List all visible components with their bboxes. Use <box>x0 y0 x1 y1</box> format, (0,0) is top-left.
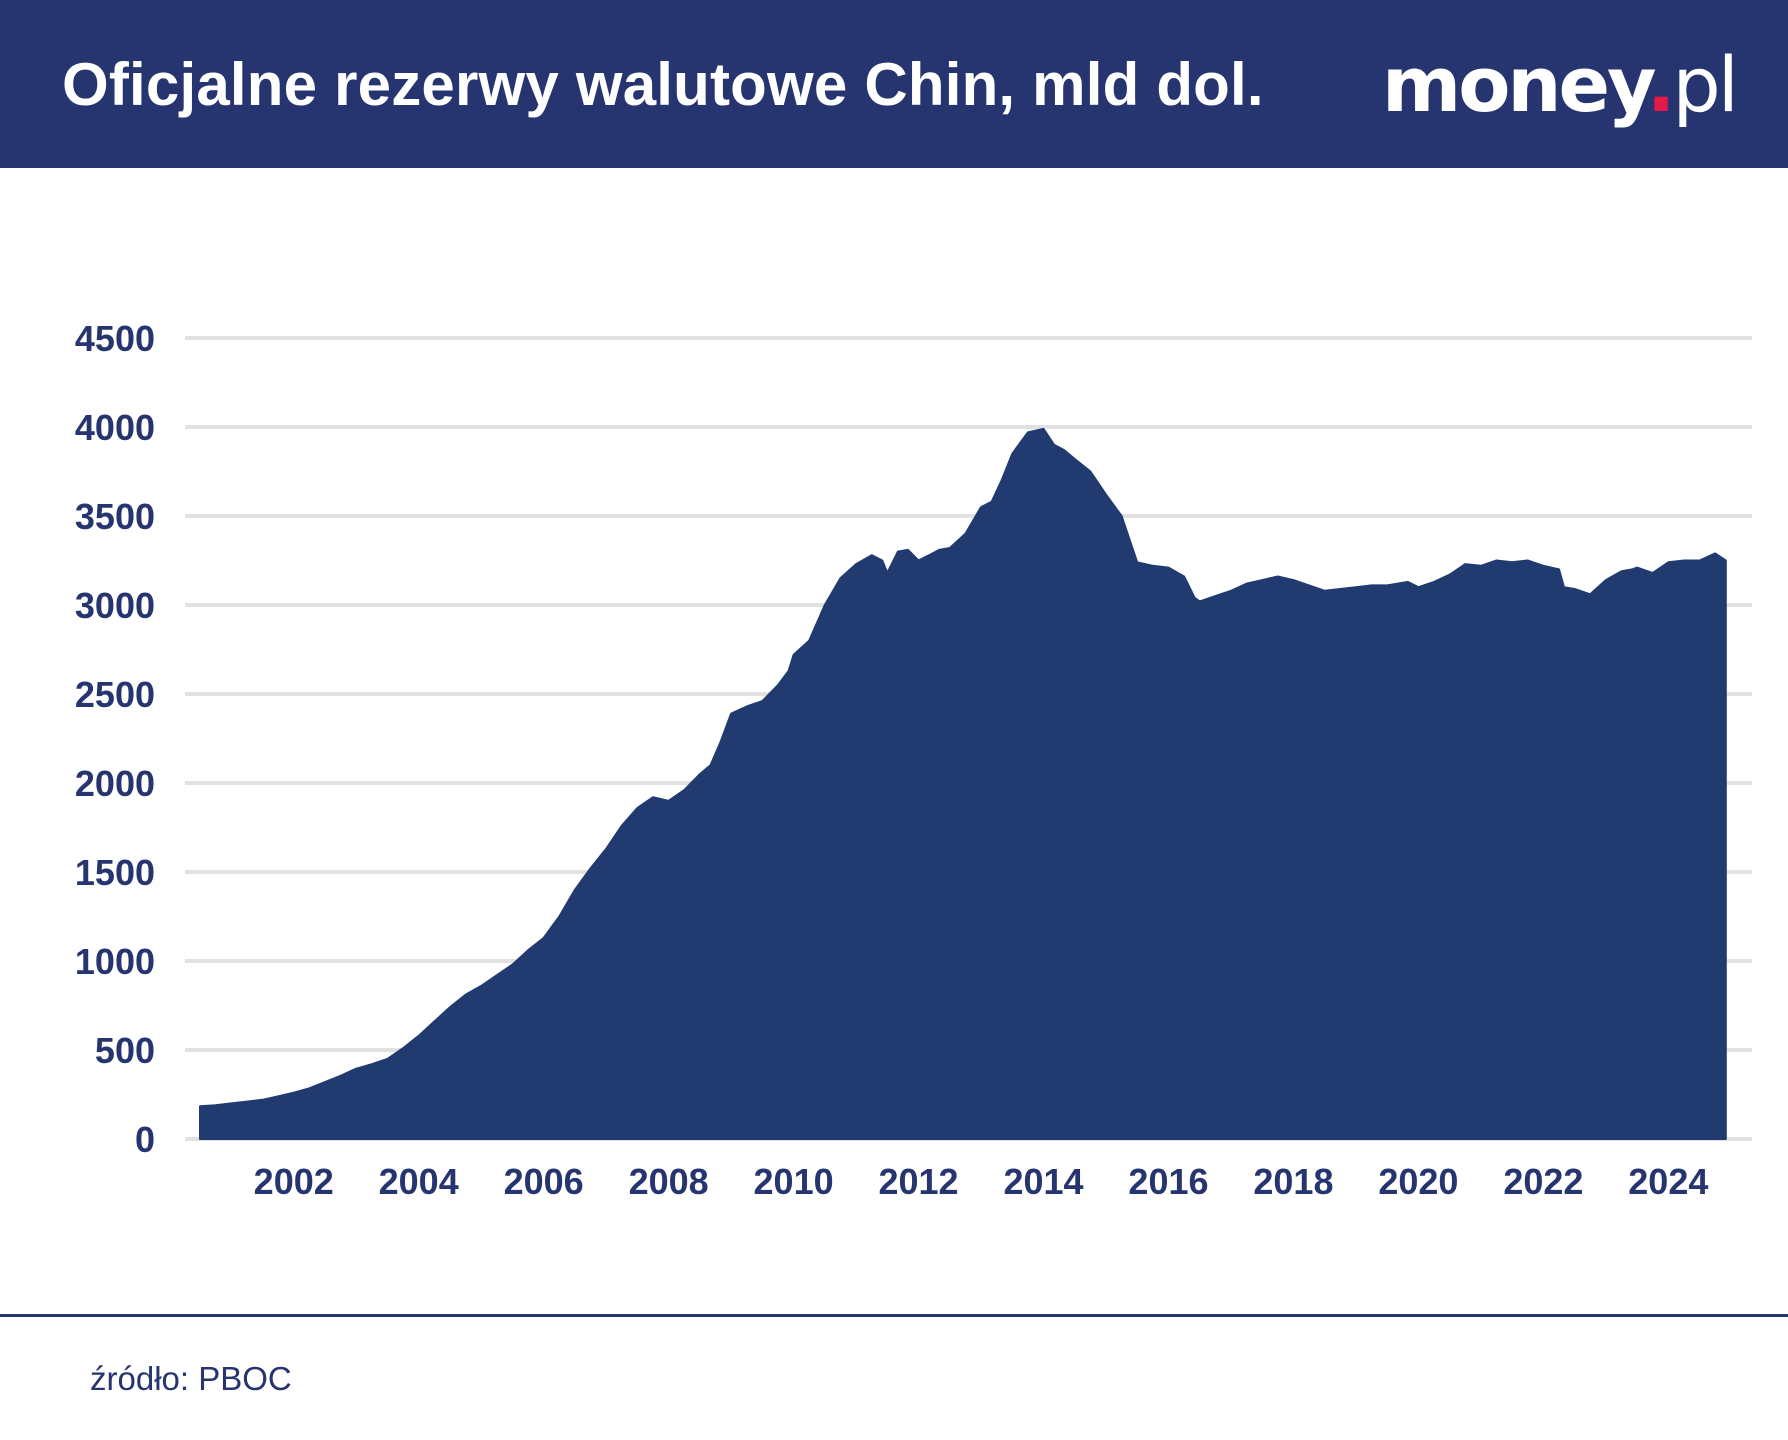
logo-main: money <box>1382 40 1650 129</box>
x-axis-ticks: 2002 2004 2006 2008 2010 2012 2014 2016 2018 2020… <box>254 1161 1709 1202</box>
logo-dot: . <box>1646 40 1676 129</box>
reserves-area-chart: 0 500 1000 1500 2000 2500 3000 3500 4000 4500 200… <box>75 318 1752 1202</box>
reserves-area <box>199 427 1727 1140</box>
area-layer <box>199 427 1727 1140</box>
x-tick-label: 2024 <box>1628 1161 1708 1202</box>
y-tick-label: 4000 <box>75 407 155 448</box>
x-tick-label: 2022 <box>1503 1161 1583 1202</box>
header-bar: Oficjalne rezerwy walutowe Chin, mld dol… <box>0 0 1788 168</box>
chart-title: Oficjalne rezerwy walutowe Chin, mld dol… <box>62 51 1264 118</box>
x-tick-label: 2012 <box>878 1161 958 1202</box>
x-tick-label: 2020 <box>1378 1161 1458 1202</box>
y-tick-label: 500 <box>95 1030 155 1071</box>
source-note: źródło: PBOC <box>90 1360 292 1397</box>
y-tick-label: 1500 <box>75 852 155 893</box>
logo-suffix: pl <box>1672 40 1739 129</box>
y-tick-label: 3500 <box>75 496 155 537</box>
y-tick-label: 0 <box>135 1119 155 1160</box>
y-tick-label: 2000 <box>75 763 155 804</box>
x-tick-label: 2018 <box>1253 1161 1333 1202</box>
x-tick-label: 2004 <box>379 1161 459 1202</box>
y-axis-ticks: 0 500 1000 1500 2000 2500 3000 3500 4000 4500 <box>75 318 155 1160</box>
x-tick-label: 2010 <box>754 1161 834 1202</box>
x-tick-label: 2006 <box>504 1161 584 1202</box>
y-tick-label: 4500 <box>75 318 155 359</box>
x-tick-label: 2016 <box>1128 1161 1208 1202</box>
x-tick-label: 2008 <box>629 1161 709 1202</box>
x-tick-label: 2014 <box>1003 1161 1083 1202</box>
x-tick-label: 2002 <box>254 1161 334 1202</box>
y-tick-label: 3000 <box>75 585 155 626</box>
footer-divider <box>0 1314 1788 1317</box>
y-tick-label: 2500 <box>75 674 155 715</box>
y-tick-label: 1000 <box>75 941 155 982</box>
money-pl-logo: money.pl <box>1382 40 1739 129</box>
